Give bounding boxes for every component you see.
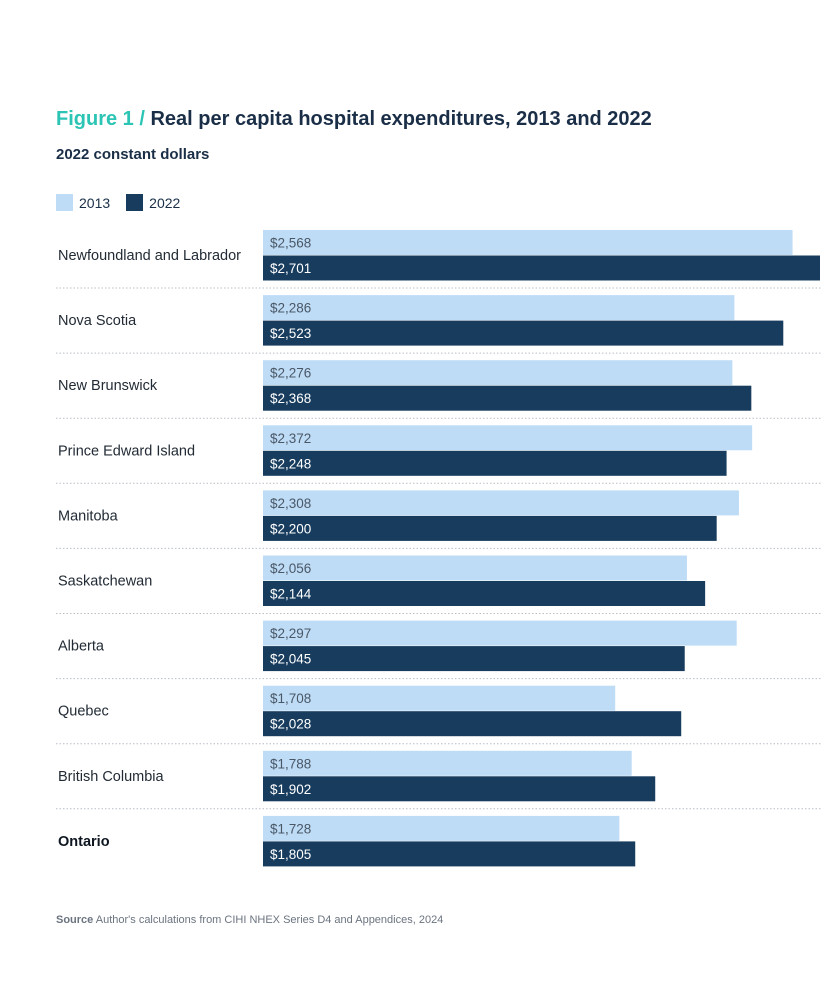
bar-2013-manitoba — [263, 490, 739, 516]
chart-title: Figure 1 / Real per capita hospital expe… — [56, 108, 652, 131]
figure-title: Real per capita hospital expenditures, 2… — [150, 108, 652, 130]
legend-item-2013: 2013 — [56, 194, 110, 211]
category-label-nova-scotia: Nova Scotia — [58, 313, 137, 329]
bar-2022-prince-edward-island — [263, 450, 727, 476]
source-note: Source Author's calculations from CIHI N… — [56, 914, 443, 926]
legend-swatch-2013 — [56, 194, 73, 211]
bar-2022-new-brunswick — [263, 385, 752, 411]
bar-label-2022-nova-scotia: $2,523 — [270, 326, 311, 341]
bar-2022-manitoba — [263, 515, 717, 541]
source-label: Source — [56, 914, 94, 926]
bar-2022-ontario — [263, 841, 636, 867]
category-label-newfoundland-and-labrador: Newfoundland and Labrador — [58, 248, 241, 264]
bar-label-2013-saskatchewan: $2,056 — [270, 561, 311, 576]
figure-label: Figure 1 — [56, 108, 134, 130]
category-label-new-brunswick: New Brunswick — [58, 378, 158, 394]
bar-2013-saskatchewan — [263, 555, 687, 581]
bar-2013-ontario — [263, 815, 620, 841]
category-label-prince-edward-island: Prince Edward Island — [58, 443, 195, 459]
bar-2022-nova-scotia — [263, 320, 784, 346]
bar-2013-alberta — [263, 620, 737, 646]
legend-label-2022: 2022 — [149, 194, 181, 211]
legend-label-2013: 2013 — [79, 194, 111, 211]
legend-swatch-2022 — [126, 194, 144, 211]
category-label-british-columbia: British Columbia — [58, 769, 164, 785]
bar-2022-quebec — [263, 711, 682, 737]
category-label-ontario: Ontario — [58, 834, 110, 850]
bar-label-2013-alberta: $2,297 — [270, 626, 311, 641]
bar-2022-newfoundland-and-labrador — [263, 255, 820, 281]
bar-label-2022-newfoundland-and-labrador: $2,701 — [270, 261, 311, 276]
bar-label-2013-new-brunswick: $2,276 — [270, 366, 311, 381]
bar-2013-british-columbia — [263, 750, 632, 776]
chart-subtitle: 2022 constant dollars — [56, 146, 210, 163]
bar-label-2022-british-columbia: $1,902 — [270, 782, 311, 797]
bar-2013-prince-edward-island — [263, 425, 753, 451]
category-label-manitoba: Manitoba — [58, 508, 119, 524]
bar-label-2013-quebec: $1,708 — [270, 691, 311, 706]
bar-label-2013-ontario: $1,728 — [270, 821, 311, 836]
legend-item-2022: 2022 — [126, 194, 180, 211]
category-label-saskatchewan: Saskatchewan — [58, 574, 152, 590]
category-label-alberta: Alberta — [58, 639, 105, 655]
bar-2013-new-brunswick — [263, 360, 733, 386]
bar-2022-alberta — [263, 646, 685, 672]
source-text: Author's calculations from CIHI NHEX Ser… — [95, 914, 444, 926]
bar-2022-british-columbia — [263, 776, 656, 802]
bar-label-2013-nova-scotia: $2,286 — [270, 301, 311, 316]
bar-label-2022-new-brunswick: $2,368 — [270, 391, 311, 406]
bar-label-2022-alberta: $2,045 — [270, 652, 311, 667]
bar-2022-saskatchewan — [263, 581, 706, 606]
figure-separator: / — [139, 108, 145, 130]
bar-2013-quebec — [263, 685, 616, 711]
bar-label-2022-quebec: $2,028 — [270, 717, 311, 732]
chart-legend: 2013 2022 — [56, 194, 196, 211]
bar-2013-newfoundland-and-labrador — [263, 230, 793, 255]
bar-label-2022-prince-edward-island: $2,248 — [270, 456, 311, 471]
bar-label-2013-manitoba: $2,308 — [270, 496, 311, 511]
bar-2013-nova-scotia — [263, 295, 735, 321]
bar-label-2013-prince-edward-island: $2,372 — [270, 431, 311, 446]
category-label-quebec: Quebec — [58, 704, 109, 720]
bar-label-2013-newfoundland-and-labrador: $2,568 — [270, 236, 311, 251]
bar-label-2022-ontario: $1,805 — [270, 847, 311, 862]
bar-label-2022-manitoba: $2,200 — [270, 521, 311, 536]
bar-label-2013-british-columbia: $1,788 — [270, 756, 311, 771]
bar-label-2022-saskatchewan: $2,144 — [270, 587, 312, 602]
